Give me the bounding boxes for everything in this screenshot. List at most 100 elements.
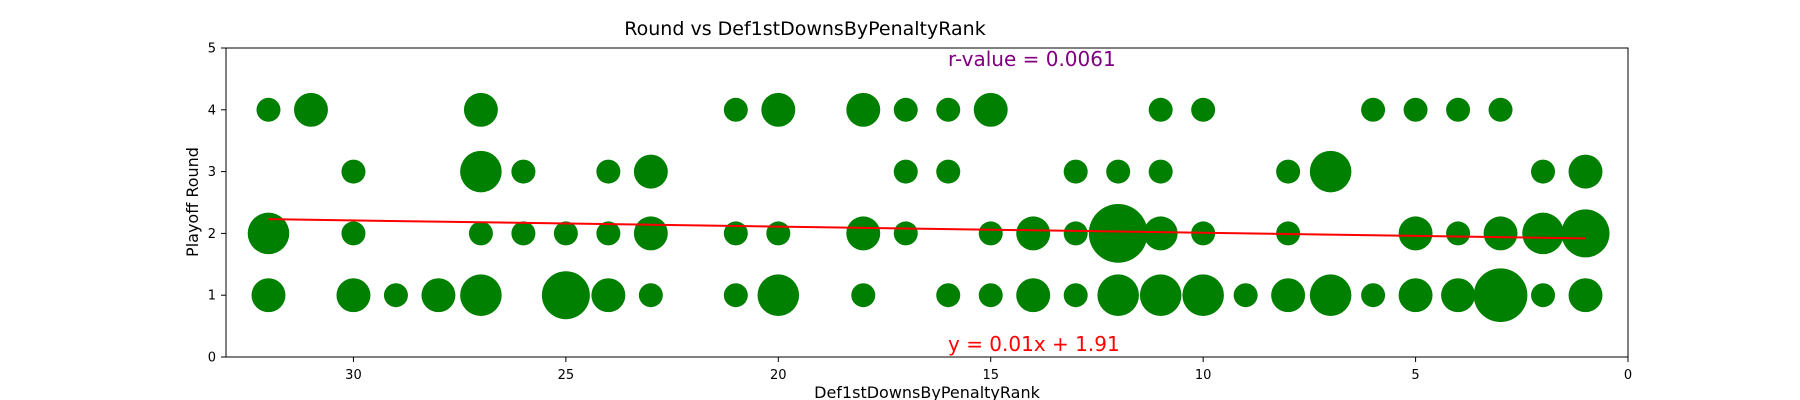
plot-frame bbox=[225, 47, 1629, 358]
data-point bbox=[460, 274, 502, 316]
y-tick-label: 0 bbox=[208, 351, 216, 366]
data-point bbox=[1309, 150, 1352, 193]
y-axis-ticks: 0 1 2 3 4 5 bbox=[208, 42, 226, 366]
data-point bbox=[846, 92, 881, 127]
data-point bbox=[383, 283, 408, 308]
data-point bbox=[460, 150, 502, 193]
data-point bbox=[511, 159, 536, 184]
data-point bbox=[596, 159, 621, 184]
data-point bbox=[1063, 283, 1088, 308]
data-point bbox=[463, 92, 498, 127]
data-point bbox=[1446, 97, 1471, 122]
data-point bbox=[1276, 159, 1301, 184]
data-point bbox=[766, 221, 791, 246]
data-point bbox=[596, 221, 621, 246]
data-point bbox=[421, 278, 456, 313]
data-point bbox=[1522, 212, 1564, 255]
data-point bbox=[633, 216, 668, 251]
trend-layer bbox=[268, 218, 1586, 240]
data-point bbox=[1063, 221, 1088, 246]
data-point bbox=[1191, 97, 1216, 122]
data-point bbox=[846, 216, 881, 251]
x-tick-label: 0 bbox=[1624, 368, 1632, 383]
data-point bbox=[1063, 159, 1088, 184]
data-point bbox=[936, 97, 961, 122]
data-point bbox=[1016, 216, 1051, 251]
data-point bbox=[1403, 97, 1428, 122]
data-point bbox=[757, 274, 800, 316]
data-point bbox=[341, 221, 366, 246]
data-point bbox=[341, 159, 366, 184]
data-point bbox=[1441, 278, 1476, 313]
trendline bbox=[268, 218, 1586, 240]
data-point bbox=[293, 92, 328, 127]
r-value-annotation: r-value = 0.0061 bbox=[948, 47, 1116, 71]
data-point bbox=[936, 159, 961, 184]
x-axis-ticks: 30 25 20 15 10 5 0 bbox=[345, 357, 1632, 383]
data-point bbox=[541, 271, 590, 320]
data-point bbox=[511, 221, 536, 246]
x-tick-label: 30 bbox=[345, 368, 362, 383]
data-point bbox=[591, 278, 626, 313]
x-axis-label: Def1stDownsByPenaltyRank bbox=[814, 383, 1040, 400]
data-point bbox=[1446, 221, 1471, 246]
data-point bbox=[1097, 274, 1139, 316]
data-point bbox=[1488, 97, 1513, 122]
data-point bbox=[1473, 268, 1528, 323]
chart-title: Round vs Def1stDownsByPenaltyRank bbox=[624, 18, 985, 40]
data-point bbox=[1531, 159, 1556, 184]
x-tick-label: 25 bbox=[558, 368, 575, 383]
data-point bbox=[1106, 159, 1131, 184]
data-point bbox=[1016, 278, 1051, 313]
trendline-equation-annotation: y = 0.01x + 1.91 bbox=[948, 332, 1120, 356]
data-point bbox=[256, 97, 281, 122]
data-point bbox=[723, 283, 748, 308]
data-point bbox=[1233, 283, 1258, 308]
y-axis-label: Playoff Round bbox=[183, 147, 202, 257]
x-tick-label: 20 bbox=[770, 368, 787, 383]
y-tick-label: 4 bbox=[208, 103, 216, 118]
data-point bbox=[1361, 283, 1386, 308]
data-point bbox=[1398, 216, 1433, 251]
data-point bbox=[893, 159, 918, 184]
data-point bbox=[251, 278, 286, 313]
data-point bbox=[893, 221, 918, 246]
data-point bbox=[553, 221, 578, 246]
y-tick-label: 2 bbox=[208, 227, 216, 242]
data-point bbox=[893, 97, 918, 122]
data-point bbox=[247, 212, 290, 255]
data-point bbox=[1531, 283, 1556, 308]
data-point bbox=[633, 154, 668, 189]
data-point bbox=[851, 283, 876, 308]
data-point bbox=[1148, 159, 1173, 184]
data-point bbox=[1561, 209, 1610, 258]
data-point bbox=[1143, 216, 1178, 251]
data-point bbox=[973, 92, 1008, 127]
data-point bbox=[1309, 274, 1352, 316]
data-point bbox=[468, 221, 493, 246]
x-tick-label: 5 bbox=[1411, 368, 1419, 383]
data-point bbox=[1088, 204, 1148, 263]
data-point bbox=[1139, 274, 1182, 316]
data-point bbox=[1182, 274, 1224, 316]
data-point bbox=[723, 221, 748, 246]
data-point bbox=[978, 221, 1003, 246]
x-tick-label: 10 bbox=[1195, 368, 1212, 383]
y-tick-label: 1 bbox=[208, 289, 216, 304]
data-point bbox=[1361, 97, 1386, 122]
data-point bbox=[723, 97, 748, 122]
data-point bbox=[1271, 278, 1306, 313]
data-point bbox=[1148, 97, 1173, 122]
x-tick-label: 15 bbox=[982, 368, 999, 383]
data-point bbox=[1483, 216, 1518, 251]
points-layer bbox=[247, 92, 1610, 323]
y-tick-label: 3 bbox=[208, 165, 216, 180]
y-tick-label: 5 bbox=[208, 42, 216, 57]
data-point bbox=[936, 283, 961, 308]
data-point bbox=[638, 283, 663, 308]
data-point bbox=[761, 92, 796, 127]
data-point bbox=[1398, 278, 1433, 313]
data-point bbox=[336, 278, 371, 313]
